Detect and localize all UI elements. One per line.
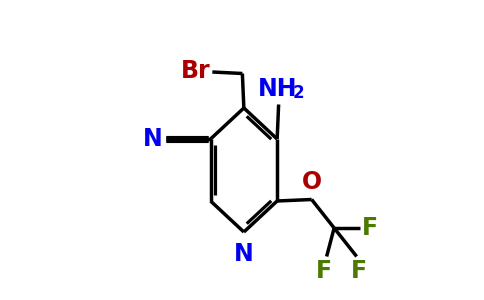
- Text: F: F: [316, 259, 333, 283]
- Text: F: F: [362, 216, 378, 240]
- Text: N: N: [143, 127, 163, 151]
- Text: O: O: [302, 170, 322, 194]
- Text: Br: Br: [181, 58, 211, 82]
- Text: F: F: [351, 259, 367, 283]
- Text: 2: 2: [293, 84, 304, 102]
- Text: N: N: [234, 242, 254, 266]
- Text: NH: NH: [257, 77, 297, 101]
